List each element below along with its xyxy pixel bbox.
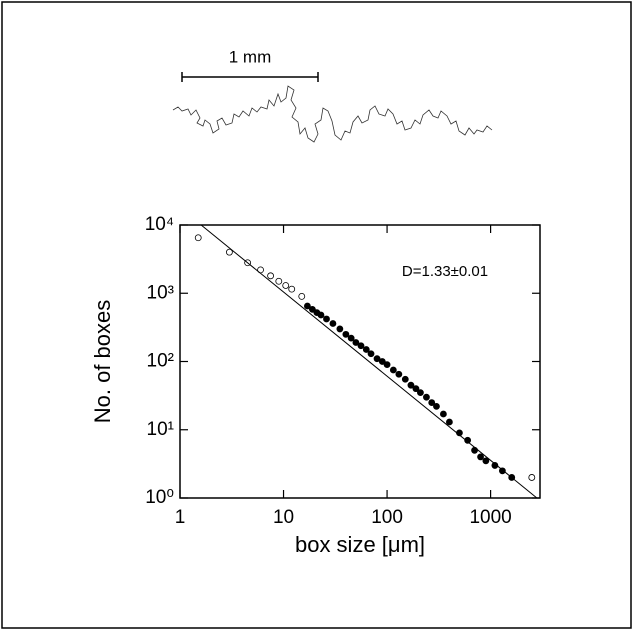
data-point	[336, 325, 344, 333]
data-point	[383, 361, 391, 369]
data-point	[439, 410, 447, 418]
data-point	[433, 402, 440, 410]
y-tick-label: 10²	[147, 351, 174, 372]
fractal-curve	[172, 85, 493, 143]
y-axis-label: No. of boxes	[90, 300, 115, 424]
data-point	[362, 346, 370, 353]
y-tick-label: 10⁴	[145, 214, 174, 235]
data-point	[342, 330, 350, 338]
data-point	[464, 436, 472, 444]
data-point	[373, 355, 381, 363]
data-point	[303, 302, 311, 310]
data-point	[275, 277, 283, 285]
data-point	[491, 462, 499, 469]
y-tick-label: 10⁰	[145, 487, 174, 508]
data-point	[225, 248, 233, 256]
data-point	[347, 334, 355, 342]
x-axis-label: box size [μm]	[295, 532, 425, 557]
y-tick-label: 10¹	[147, 419, 174, 440]
data-point	[267, 272, 274, 280]
data-point	[417, 389, 424, 397]
data-point	[471, 446, 478, 454]
data-point	[477, 453, 484, 461]
data-point	[395, 370, 403, 378]
data-point	[401, 375, 409, 383]
data-point	[288, 285, 296, 293]
data-point	[298, 292, 306, 300]
data-point	[446, 418, 453, 426]
data-point	[194, 234, 202, 242]
scale-bar: 1 mm	[181, 47, 319, 82]
x-tick-label: 100	[371, 507, 403, 528]
fit-line	[200, 224, 538, 499]
data-point	[352, 339, 360, 346]
data-point	[282, 282, 290, 289]
data-point	[317, 311, 325, 319]
x-tick-label: 1	[175, 507, 186, 528]
data-point	[329, 320, 337, 327]
plot: 1 10 100 1000 10⁰ 10¹ 10² 10³ 10⁴ D=1.33±0.01 box …	[90, 214, 541, 557]
x-tick-label: 1000	[469, 507, 511, 528]
data-point	[367, 350, 375, 358]
data-point	[423, 393, 430, 401]
data-point	[428, 399, 436, 406]
scale-label: 1 mm	[229, 47, 272, 66]
data-point	[357, 342, 365, 350]
data-point	[482, 457, 490, 465]
data-point	[389, 366, 397, 374]
data-point	[378, 358, 386, 365]
data-point	[308, 305, 316, 313]
data-point	[412, 385, 420, 393]
data-point	[323, 315, 330, 323]
data-point	[407, 381, 415, 389]
annotation: D=1.33±0.01	[402, 263, 488, 280]
x-tick-label: 10	[273, 507, 294, 528]
y-tick-label: 10³	[147, 282, 174, 303]
data-point	[528, 474, 536, 481]
